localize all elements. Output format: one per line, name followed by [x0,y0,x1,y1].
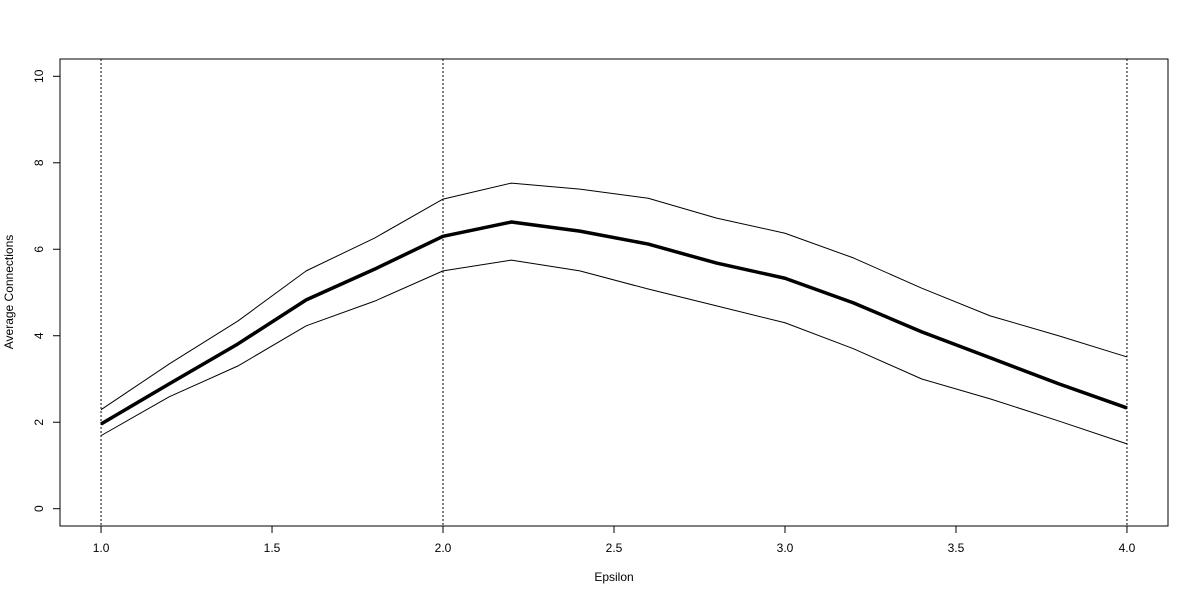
y-tick-label: 0 [32,505,46,512]
y-axis-title: Average Connections [2,235,16,350]
series-line [100,182,1128,411]
plot-frame [59,58,1169,527]
y-tick-label: 2 [32,419,46,426]
x-tick-label: 2.0 [435,541,452,555]
x-axis-title: Epsilon [594,570,633,584]
series-line [100,259,1128,445]
y-tick-label: 10 [32,69,46,83]
x-tick-label: 2.5 [606,541,623,555]
x-tick-label: 3.5 [948,541,965,555]
y-tick-label: 4 [32,332,46,339]
y-tick-label: 6 [32,246,46,253]
x-tick-label: 1.0 [93,541,110,555]
series-line [100,220,1128,426]
y-tick-label: 8 [32,159,46,166]
x-tick-label: 4.0 [1119,541,1136,555]
x-tick-label: 1.5 [264,541,281,555]
x-tick-label: 3.0 [777,541,794,555]
